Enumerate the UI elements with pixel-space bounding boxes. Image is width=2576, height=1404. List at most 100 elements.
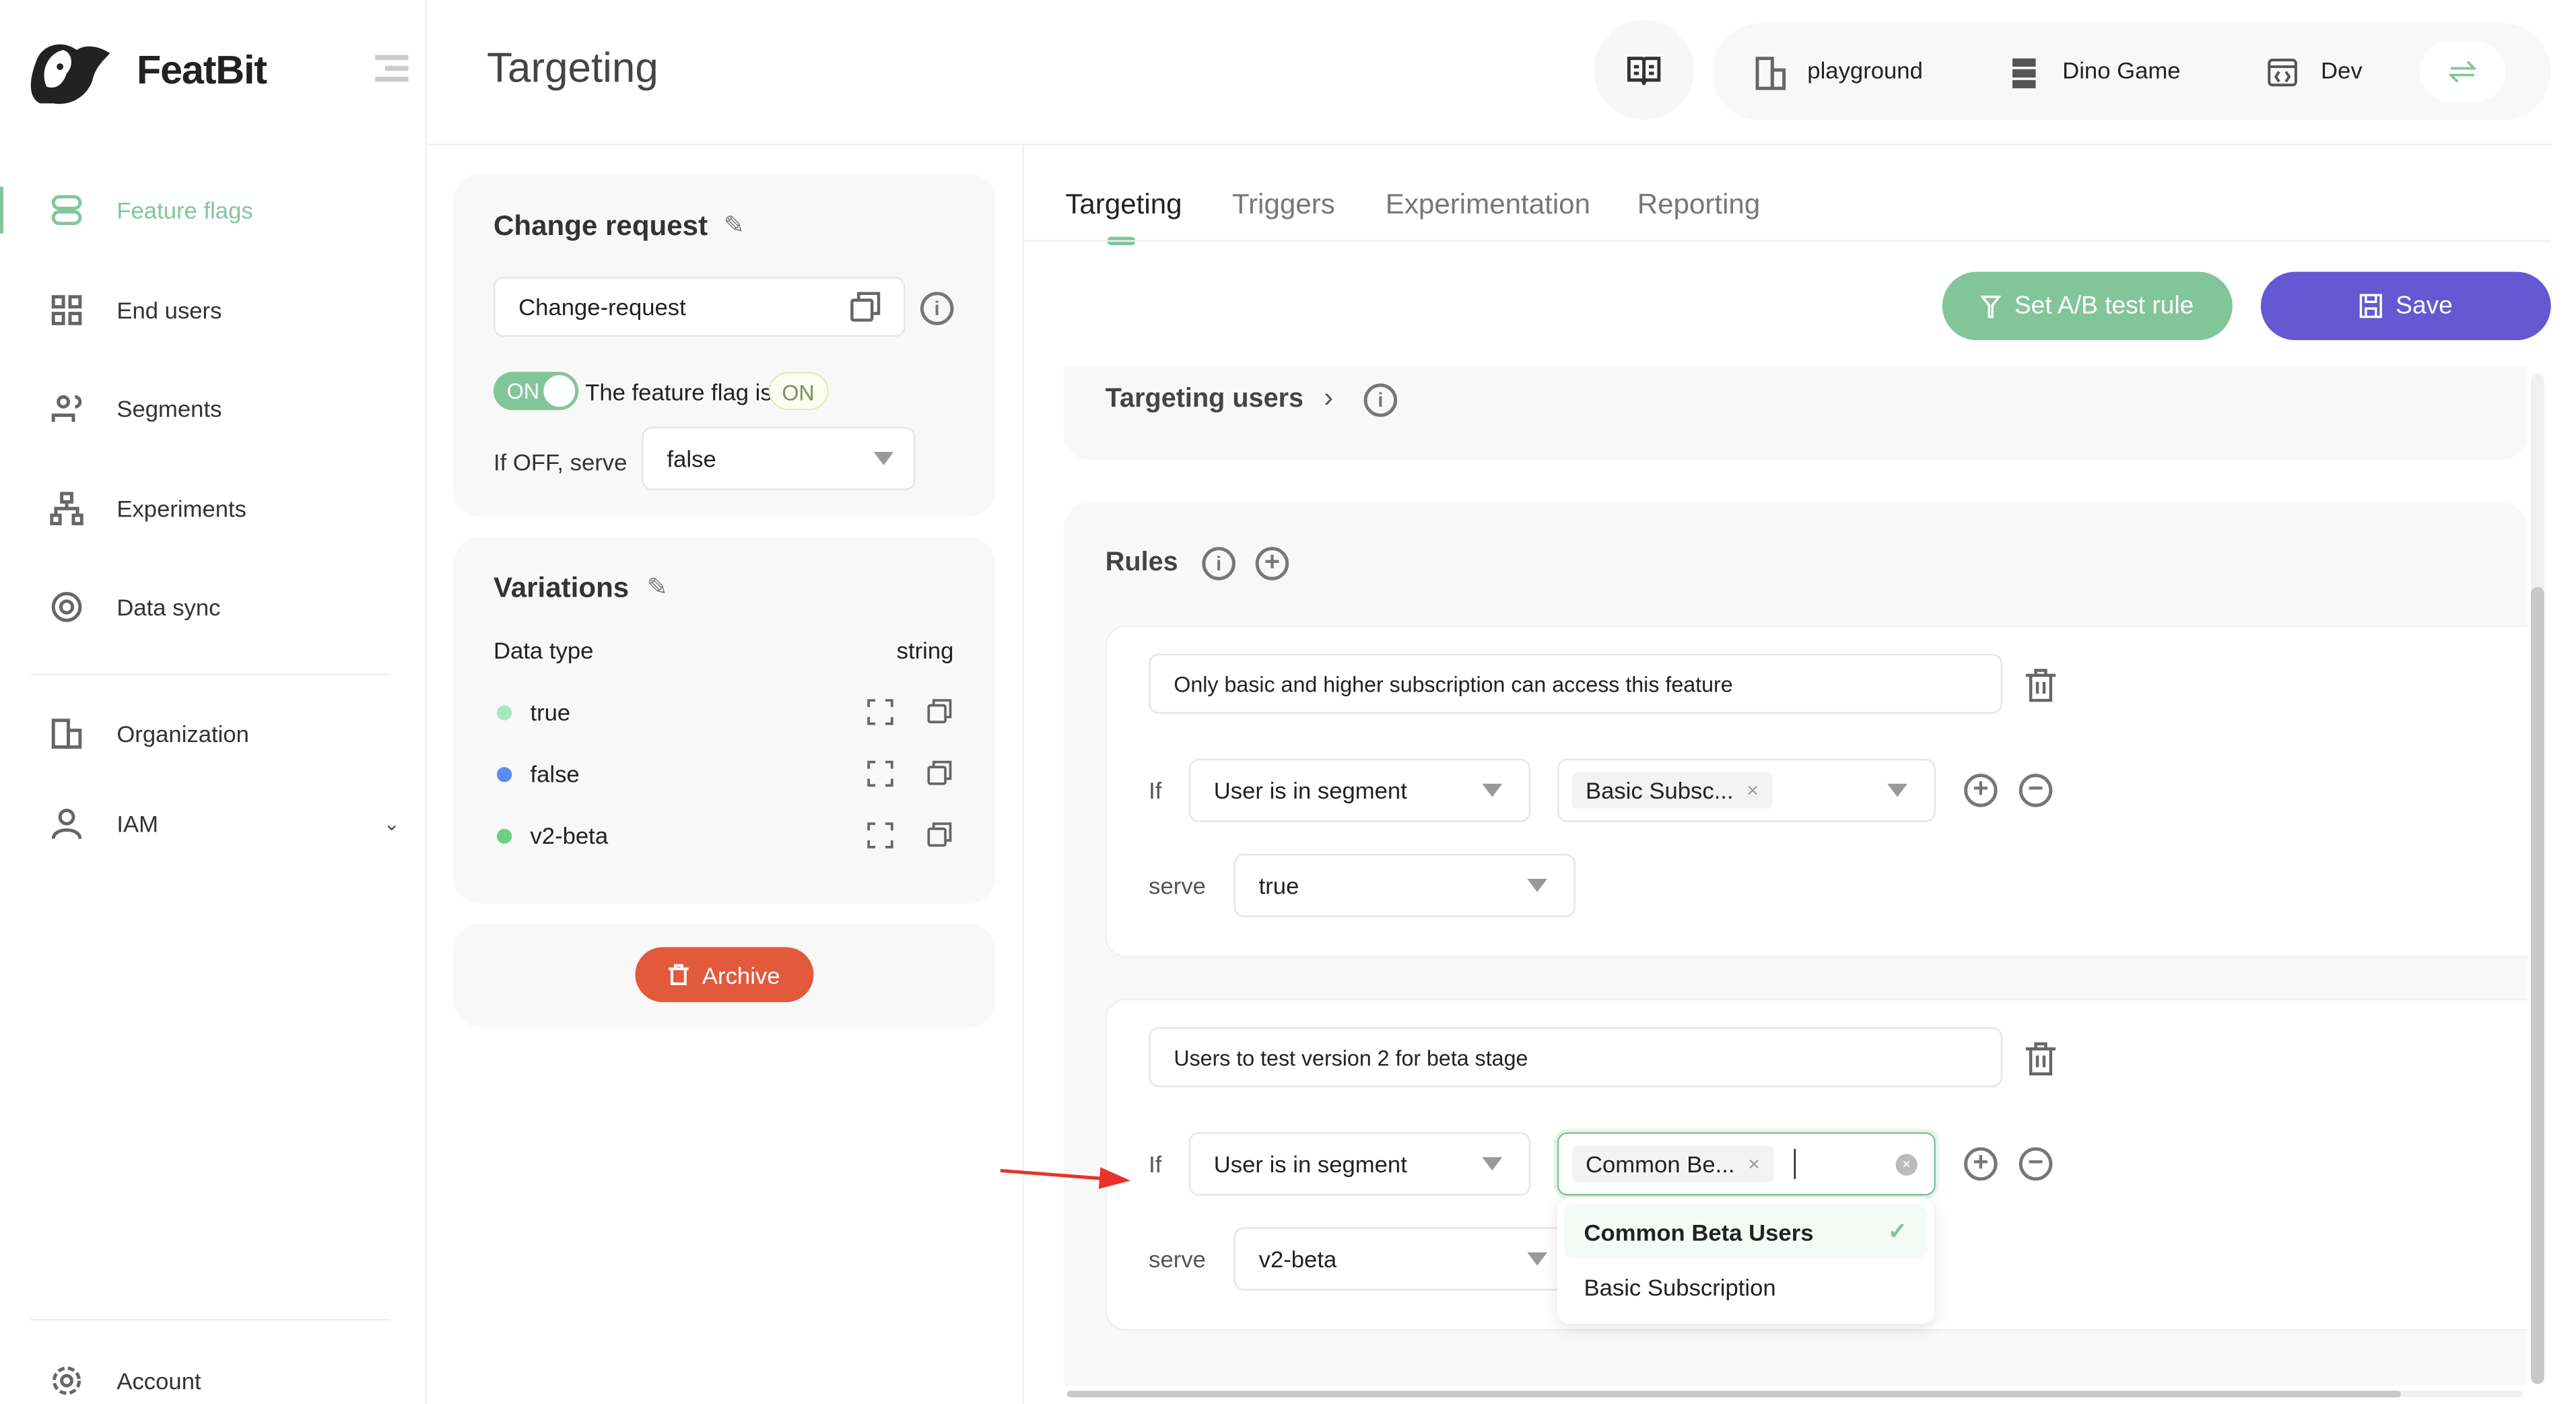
if-label: If — [1149, 1150, 1162, 1178]
add-rule-icon[interactable]: + — [1255, 547, 1289, 580]
context-switcher[interactable]: playground Dino Game Dev — [1712, 23, 2551, 121]
remove-condition-icon[interactable]: − — [2019, 774, 2053, 807]
swap-icon — [2449, 61, 2476, 83]
user-icon — [51, 809, 82, 840]
remove-condition-icon[interactable]: − — [2019, 1147, 2053, 1181]
sync-icon — [51, 592, 82, 622]
save-icon — [2359, 294, 2382, 319]
building-icon — [1755, 57, 1786, 90]
org-name[interactable]: playground — [1807, 57, 1923, 83]
save-button[interactable]: Save — [2260, 271, 2551, 341]
segment-select[interactable]: Common Be... × × — [1557, 1132, 1936, 1196]
variation-name: false — [530, 760, 580, 787]
variation-item: false — [496, 759, 954, 793]
rule-name-input[interactable]: Only basic and higher subscription can a… — [1149, 653, 2003, 714]
set-ab-test-rule-button[interactable]: Set A/B test rule — [1942, 271, 2233, 341]
data-type-value: string — [896, 636, 954, 664]
add-condition-icon[interactable]: + — [1964, 774, 1998, 807]
text-cursor — [1793, 1149, 1795, 1179]
filter-icon — [1981, 294, 2002, 317]
info-icon[interactable]: i — [920, 292, 954, 325]
segment-dropdown: Common Beta Users ✓ Basic Subscription — [1557, 1197, 1934, 1325]
toggle-knob — [543, 375, 576, 407]
logo[interactable]: FeatBit — [24, 36, 267, 106]
tab-triggers[interactable]: Triggers — [1231, 188, 1335, 220]
serve-select[interactable]: true — [1233, 853, 1576, 917]
off-serve-select[interactable]: false — [642, 426, 916, 491]
sidebar-item-experiments[interactable]: Experiments — [50, 492, 246, 526]
check-icon: ✓ — [1887, 1217, 1907, 1244]
serve-label: serve — [1149, 872, 1206, 899]
brand-name: FeatBit — [137, 48, 267, 94]
condition-operator-select[interactable]: User is in segment — [1188, 758, 1531, 822]
info-icon[interactable]: i — [1202, 547, 1235, 580]
sidebar-item-data-sync[interactable]: Data sync — [50, 591, 220, 624]
variations-title: Variations — [493, 572, 630, 604]
variation-item: true — [496, 697, 954, 731]
edit-icon[interactable]: ✎ — [646, 573, 668, 602]
switch-button[interactable] — [2419, 41, 2506, 102]
horizontal-scrollbar[interactable] — [1066, 1391, 2523, 1398]
grid-icon — [51, 295, 82, 325]
sidebar-item-segments[interactable]: Segments — [50, 392, 222, 426]
tab-experimentation[interactable]: Experimentation — [1385, 188, 1591, 220]
edit-icon[interactable]: ✎ — [723, 211, 745, 240]
copy-icon[interactable] — [927, 822, 952, 847]
info-icon[interactable]: i — [1363, 383, 1398, 417]
sidebar-item-account[interactable]: Account — [50, 1364, 201, 1398]
copy-icon[interactable] — [927, 760, 952, 785]
delete-rule-icon[interactable] — [2025, 1042, 2056, 1076]
add-condition-icon[interactable]: + — [1964, 1147, 1998, 1181]
chevron-down-icon — [1527, 1252, 1548, 1266]
vertical-scrollbar[interactable] — [2531, 373, 2544, 1384]
dropdown-option-basic-subscription[interactable]: Basic Subscription — [1584, 1273, 1776, 1300]
clear-icon[interactable]: × — [1895, 1154, 1918, 1176]
tab-targeting[interactable]: Targeting — [1065, 188, 1182, 220]
chevron-down-icon: ⌄ — [383, 811, 401, 836]
project-name[interactable]: Dino Game — [2062, 57, 2181, 83]
copy-icon[interactable] — [927, 699, 952, 724]
change-request-title: Change request — [493, 210, 708, 242]
sidebar-item-end-users[interactable]: End users — [50, 294, 222, 327]
delete-rule-icon[interactable] — [2025, 669, 2056, 702]
rule-card: Users to test version 2 for beta stage I… — [1105, 999, 2528, 1331]
users-icon — [51, 395, 82, 422]
featbit-logo-icon — [30, 44, 110, 104]
sidebar-item-iam[interactable]: IAM ⌄ — [50, 807, 400, 841]
env-name[interactable]: Dev — [2321, 57, 2363, 83]
sidebar-item-feature-flags[interactable]: Feature flags — [50, 193, 253, 227]
expand-icon[interactable] — [867, 699, 894, 726]
sidebar-divider — [30, 1318, 391, 1321]
tab-reporting[interactable]: Reporting — [1637, 188, 1761, 220]
data-type-label: Data type — [493, 636, 594, 664]
docs-book-button[interactable] — [1594, 20, 1694, 121]
main-divider — [1021, 143, 1024, 1404]
active-indicator — [0, 187, 3, 234]
flag-status-toggle[interactable]: ON — [493, 372, 579, 411]
toggle-icon — [51, 195, 82, 226]
expand-icon[interactable] — [867, 760, 894, 787]
remove-tag-icon[interactable]: × — [1747, 778, 1759, 803]
segment-select[interactable]: Basic Subsc... × — [1557, 758, 1936, 822]
condition-operator-select[interactable]: User is in segment — [1188, 1132, 1531, 1196]
segment-tag: Basic Subsc... × — [1572, 772, 1772, 809]
sidebar-item-organization[interactable]: Organization — [50, 717, 249, 751]
remove-tag-icon[interactable]: × — [1748, 1152, 1760, 1176]
targeting-users-title[interactable]: Targeting users — [1105, 385, 1304, 414]
chevron-right-icon[interactable]: › — [1324, 382, 1334, 414]
rule-name-input[interactable]: Users to test version 2 for beta stage — [1149, 1027, 2003, 1088]
expand-icon[interactable] — [867, 822, 894, 849]
hierarchy-icon — [50, 492, 83, 526]
book-icon — [1627, 57, 1661, 86]
annotation-arrow-icon — [1000, 1167, 1130, 1189]
archive-button[interactable]: Archive — [635, 947, 814, 1003]
status-text: The feature flag is — [585, 378, 772, 405]
page-title: Targeting — [487, 44, 658, 92]
building-icon — [51, 718, 82, 749]
chevron-down-icon — [1527, 879, 1548, 892]
variations-card: Variations ✎ Data type string true false… — [453, 537, 996, 904]
collapse-menu-icon[interactable] — [370, 50, 410, 86]
serve-select[interactable]: v2-beta — [1233, 1227, 1576, 1291]
flag-key-field[interactable]: Change-request — [493, 277, 906, 337]
dropdown-option-common-beta-users[interactable]: Common Beta Users ✓ — [1563, 1203, 1928, 1259]
